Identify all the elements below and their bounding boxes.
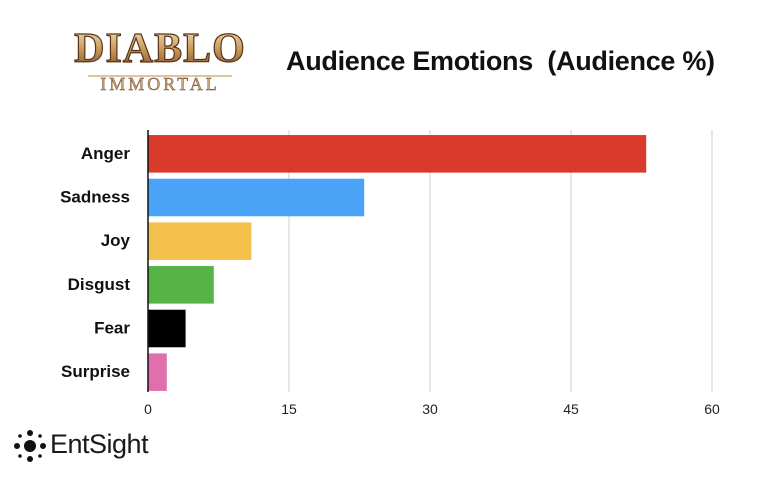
- x-tick-label: 15: [281, 401, 297, 417]
- bar-surprise: [148, 353, 167, 391]
- bar-disgust: [148, 266, 214, 304]
- x-tick-label: 0: [144, 401, 152, 417]
- logo-subtitle: IMMORTAL: [100, 74, 219, 94]
- x-tick-label: 30: [422, 401, 438, 417]
- chart-title: Audience Emotions (Audience %): [286, 46, 715, 76]
- bar-fear: [148, 309, 186, 348]
- diablo-immortal-logo: DIABLO IMMORTAL: [74, 25, 246, 94]
- category-label: Fear: [94, 319, 130, 338]
- category-label: Surprise: [61, 362, 130, 381]
- bar-sadness: [148, 178, 365, 217]
- entsight-brand: EntSight: [12, 427, 152, 465]
- category-label: Joy: [101, 231, 131, 250]
- entsight-dots-icon: [14, 430, 46, 462]
- bar-anger: [148, 135, 647, 173]
- category-label: Anger: [81, 144, 131, 163]
- brand-name: EntSight: [50, 429, 149, 459]
- x-tick-label: 45: [563, 401, 579, 417]
- bar-joy: [148, 222, 252, 260]
- logo-title: DIABLO: [74, 26, 246, 72]
- category-label: Disgust: [68, 275, 131, 294]
- category-label: Sadness: [60, 188, 130, 207]
- x-tick-label: 60: [704, 401, 720, 417]
